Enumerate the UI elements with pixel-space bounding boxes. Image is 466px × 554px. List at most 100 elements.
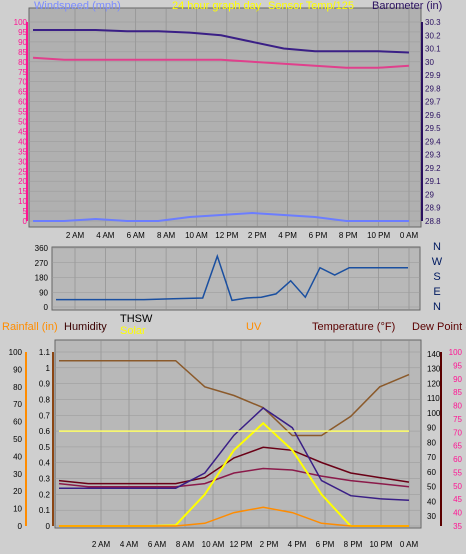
panel1-left-tick: 75 bbox=[18, 68, 27, 77]
panel3-plot bbox=[54, 339, 422, 529]
panel3-humidity-tick: 90 bbox=[13, 365, 22, 374]
panel3-series-line bbox=[58, 467, 410, 488]
panel1-x-tick: 0 AM bbox=[400, 231, 419, 240]
panel3-uv-tick: 75 bbox=[453, 415, 462, 424]
panel1-right-tick: 29.1 bbox=[425, 177, 441, 186]
panel3-x-tick: 10 AM bbox=[202, 540, 225, 549]
panel1-left-tick: 35 bbox=[18, 147, 27, 156]
panel3-x-tick: 2 PM bbox=[260, 540, 279, 549]
panel3-uv-tick: 95 bbox=[453, 361, 462, 370]
sensor-temp-label: Sensor Temp/125 bbox=[268, 0, 354, 12]
panel3-rain-tick: 0.8 bbox=[39, 395, 51, 404]
temperature-label: Temperature (°F) bbox=[312, 321, 395, 333]
panel3-rain-tick: 0.9 bbox=[39, 380, 51, 389]
panel3-temp-tick: 130 bbox=[427, 365, 441, 374]
panel1-left-tick: 70 bbox=[18, 78, 27, 87]
panel2-left-tick: 180 bbox=[35, 274, 49, 283]
panel3-rain-tick: 0.4 bbox=[39, 459, 51, 468]
panel1-left-tick: 25 bbox=[18, 167, 27, 176]
panel1-right-tick: 30.1 bbox=[425, 45, 441, 54]
panel1-left-tick: 50 bbox=[18, 118, 27, 127]
panel3-uv-tick: 40 bbox=[453, 509, 462, 518]
panel1-left-tick: 85 bbox=[18, 48, 27, 57]
panel1-right-tick: 29.8 bbox=[425, 84, 441, 93]
panel1-left-tick: 95 bbox=[18, 28, 27, 37]
panel3-rain-tick: 0.6 bbox=[39, 427, 51, 436]
panel1-left-tick: 65 bbox=[18, 88, 27, 97]
panel1-x-tick: 12 PM bbox=[215, 231, 238, 240]
panel3-series-line bbox=[59, 359, 410, 437]
panel1-left-tick: 90 bbox=[18, 38, 27, 47]
panel1-right-tick: 30 bbox=[425, 58, 434, 67]
panel3-temp-tick: 110 bbox=[427, 394, 440, 403]
panel3-x-tick: 8 PM bbox=[344, 540, 363, 549]
panel1-left-tick: 40 bbox=[18, 137, 27, 146]
panel3-uv-tick: 35 bbox=[453, 522, 462, 531]
panel3-series-line bbox=[59, 407, 410, 502]
panel2-series-line bbox=[56, 253, 408, 302]
thsw-label: THSW bbox=[120, 313, 153, 325]
panel3-temp-tick: 140 bbox=[427, 350, 441, 359]
panel3-temp-tick: 60 bbox=[427, 468, 436, 477]
panel1-right-tick: 29.5 bbox=[425, 124, 441, 133]
panel1-x-tick: 8 AM bbox=[157, 231, 176, 240]
panel3-rain-tick: 0.1 bbox=[39, 506, 51, 515]
panel1-right-tick: 29.4 bbox=[425, 137, 441, 146]
panel3-temp-tick: 40 bbox=[427, 497, 436, 506]
panel2-left-tick: 270 bbox=[35, 259, 49, 268]
panel1-x-tick: 4 PM bbox=[278, 231, 297, 240]
panel1-right-tick: 29 bbox=[425, 190, 434, 199]
panel1-x-tick: 2 PM bbox=[248, 231, 267, 240]
panel3-uv-tick: 65 bbox=[453, 442, 462, 451]
windspeed-label: Windspeed (mph) bbox=[34, 0, 121, 12]
panel3-temp-tick: 30 bbox=[427, 512, 436, 521]
panel3-humidity-tick: 70 bbox=[13, 400, 22, 409]
panel1-right-tick: 29.6 bbox=[425, 111, 441, 120]
dewpoint-label: Dew Point (°F) bbox=[412, 321, 466, 333]
panel3-humidity-tick: 40 bbox=[13, 452, 22, 461]
panel3-x-tick: 0 AM bbox=[400, 540, 419, 549]
uv-label: UV bbox=[246, 321, 262, 333]
panel1-x-tick: 2 AM bbox=[66, 231, 85, 240]
panel3-x-tick: 2 AM bbox=[92, 540, 111, 549]
panel3-rain-tick: 0 bbox=[46, 522, 51, 531]
panel1-left-tick: 55 bbox=[18, 108, 27, 117]
panel1-x-tick: 6 PM bbox=[309, 231, 328, 240]
barometer-label: Barometer (in) bbox=[372, 0, 442, 12]
panel1-right-tick: 28.9 bbox=[425, 204, 441, 213]
solar-label: Solar bbox=[120, 325, 146, 337]
panel1-left-tick: 0 bbox=[23, 217, 28, 226]
panel3-x-tick: 4 PM bbox=[288, 540, 307, 549]
panel3-uv-tick: 45 bbox=[453, 495, 462, 504]
panel1-series-line bbox=[33, 211, 409, 222]
panel2-left-tick: 360 bbox=[35, 244, 49, 253]
panel1-left-tick: 20 bbox=[18, 177, 27, 186]
panel1-right-tick: 28.8 bbox=[425, 217, 441, 226]
panel3-x-tick: 8 AM bbox=[176, 540, 195, 549]
panel1-x-tick: 8 PM bbox=[339, 231, 358, 240]
panel1-x-tick: 10 PM bbox=[367, 231, 390, 240]
panel3-rain-tick: 0.2 bbox=[39, 490, 51, 499]
panel3-uv-tick: 50 bbox=[453, 482, 462, 491]
panel3-temp-tick: 50 bbox=[427, 483, 436, 492]
panel3-temp-tick: 90 bbox=[427, 424, 436, 433]
rainfall-label: Rainfall (in) bbox=[2, 321, 58, 333]
panel3-temp-tick: 100 bbox=[427, 409, 441, 418]
panel3-humidity-tick: 10 bbox=[13, 505, 22, 514]
panel3-rain-tick: 0.5 bbox=[39, 443, 51, 452]
panel3-x-tick: 4 AM bbox=[120, 540, 139, 549]
compass-letter: W bbox=[432, 256, 443, 268]
panel1-left-tick: 80 bbox=[18, 58, 27, 67]
panel3-temp-tick: 70 bbox=[427, 453, 436, 462]
panel3-x-tick: 10 PM bbox=[369, 540, 392, 549]
compass-letter: N bbox=[433, 241, 441, 253]
panel1-right-tick: 30.3 bbox=[425, 18, 441, 27]
panel3-temp-tick: 80 bbox=[427, 438, 436, 447]
panel1-x-tick: 10 AM bbox=[185, 231, 208, 240]
panel3-x-tick: 12 PM bbox=[229, 540, 252, 549]
panel3-series-line bbox=[59, 506, 409, 527]
panel1-series-line bbox=[32, 56, 410, 69]
panel1-left-tick: 60 bbox=[18, 98, 27, 107]
panel1-right-tick: 29.2 bbox=[425, 164, 441, 173]
